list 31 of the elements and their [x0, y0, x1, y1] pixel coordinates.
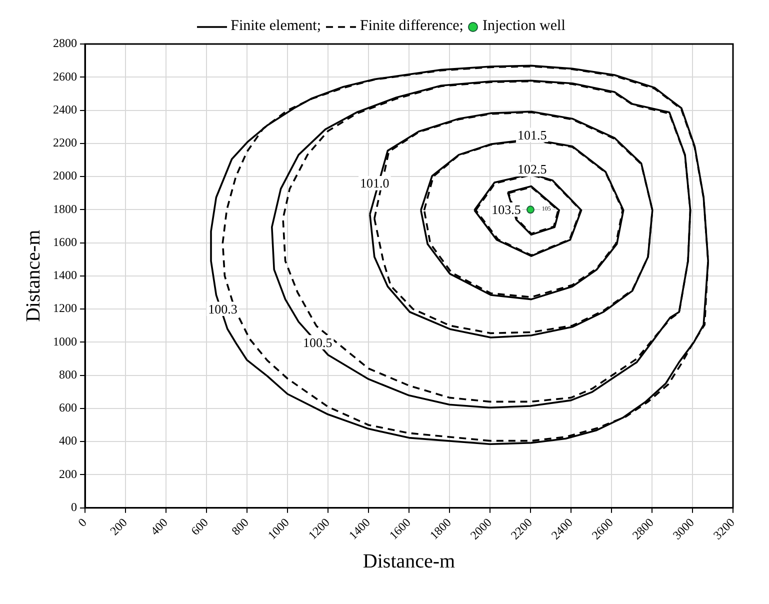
y-tick-label: 2400 — [53, 102, 77, 116]
y-tick-label: 1800 — [53, 202, 77, 216]
y-tick-label: 1200 — [53, 301, 77, 316]
y-tick-label: 600 — [59, 400, 77, 415]
y-tick-label: 0 — [71, 500, 77, 514]
x-axis-title: Distance-m — [362, 550, 456, 572]
text: Finite difference; — [360, 18, 464, 35]
y-axis-title: Distance-m — [22, 229, 44, 322]
y-tick-label: 200 — [59, 466, 77, 481]
y-tick-label: 2200 — [53, 136, 77, 150]
y-tick-label: 1400 — [53, 268, 77, 282]
y-tick-label: 1000 — [53, 334, 77, 348]
y-tick-label: 2800 — [53, 36, 77, 50]
x-tick-label: 800 — [228, 515, 252, 538]
annotation: 101.5 — [517, 127, 547, 142]
y-tick-label: 400 — [59, 434, 77, 448]
y-tick-label: 2000 — [53, 168, 77, 183]
annotation: 101.0 — [360, 176, 390, 191]
y-tick-label: 1600 — [53, 234, 77, 249]
y-tick-label: 800 — [59, 367, 77, 382]
x-tick-label: 400 — [148, 515, 170, 538]
annotation: 100.5 — [303, 334, 332, 350]
annotation: 100.3 — [208, 301, 238, 316]
y-tick-label: 2600 — [53, 69, 77, 84]
x-tick-label: 200 — [107, 515, 130, 538]
annotation: 103.5 — [492, 202, 521, 218]
x-tick-label: 0 — [75, 515, 90, 530]
x-tick-label: 600 — [188, 515, 211, 538]
legend-label: Injection well — [482, 18, 566, 35]
text: Finite element; — [230, 18, 322, 35]
annotation: 102.5 — [517, 162, 547, 177]
